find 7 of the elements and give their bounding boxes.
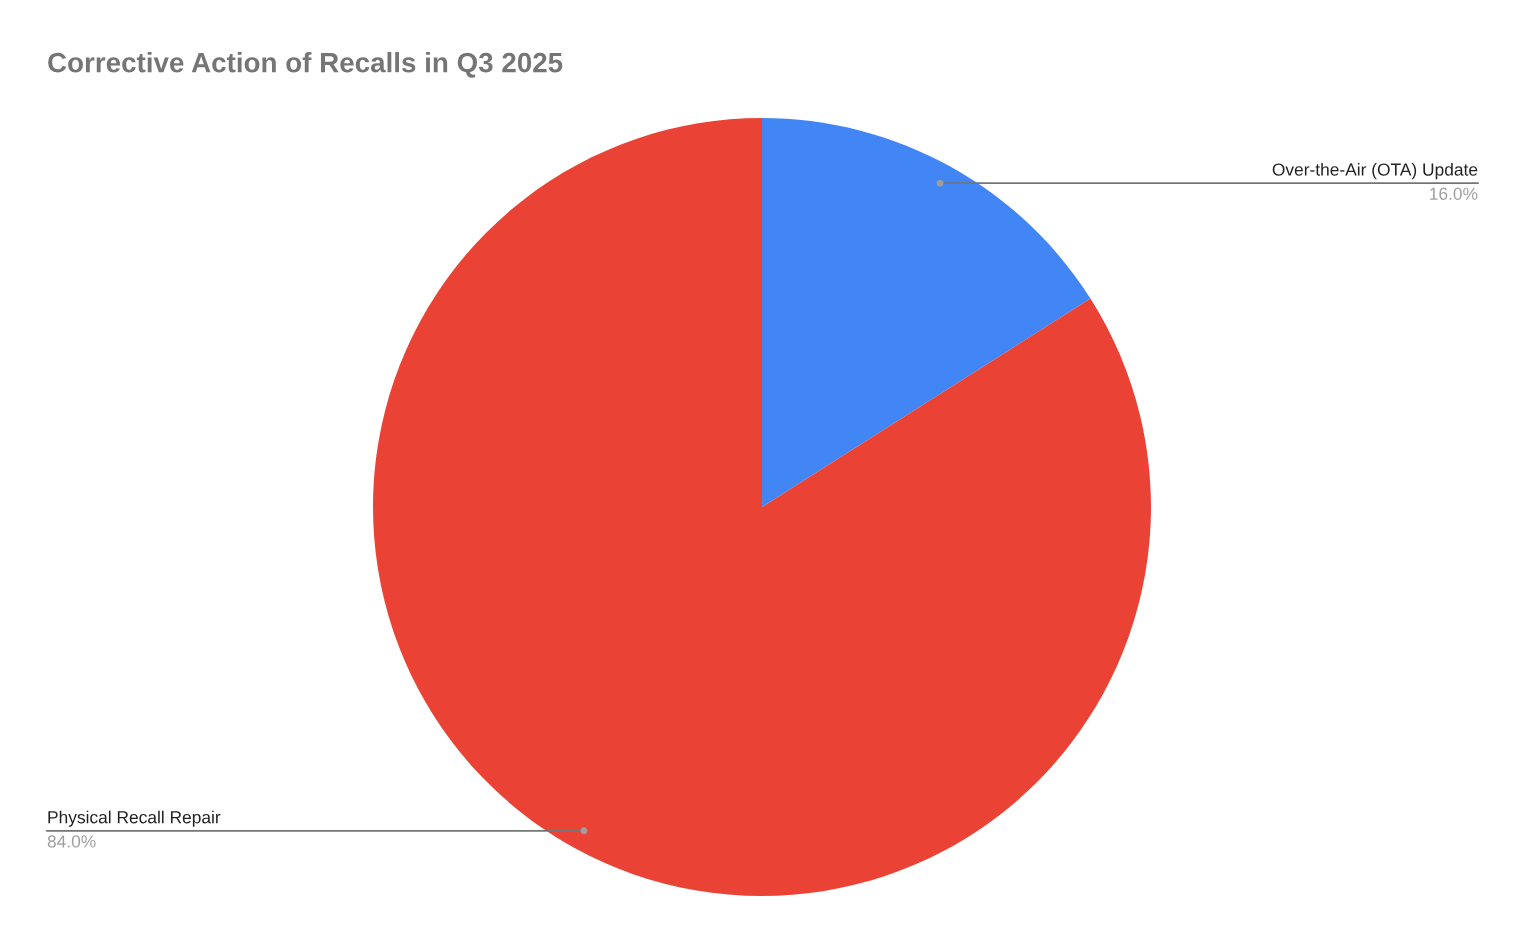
data-label: 16.0%: [1430, 187, 1478, 200]
slice-label: Over-the-Air (OTA) Update: [1272, 162, 1478, 180]
chart-title: Corrective Action of Recalls in Q3 2025: [48, 52, 563, 78]
data-label: 84.0%: [47, 835, 96, 848]
pie-slice: [762, 118, 1091, 507]
pie-slice: [373, 118, 1151, 896]
slice-label: Physical Recall Repair: [48, 810, 221, 827]
